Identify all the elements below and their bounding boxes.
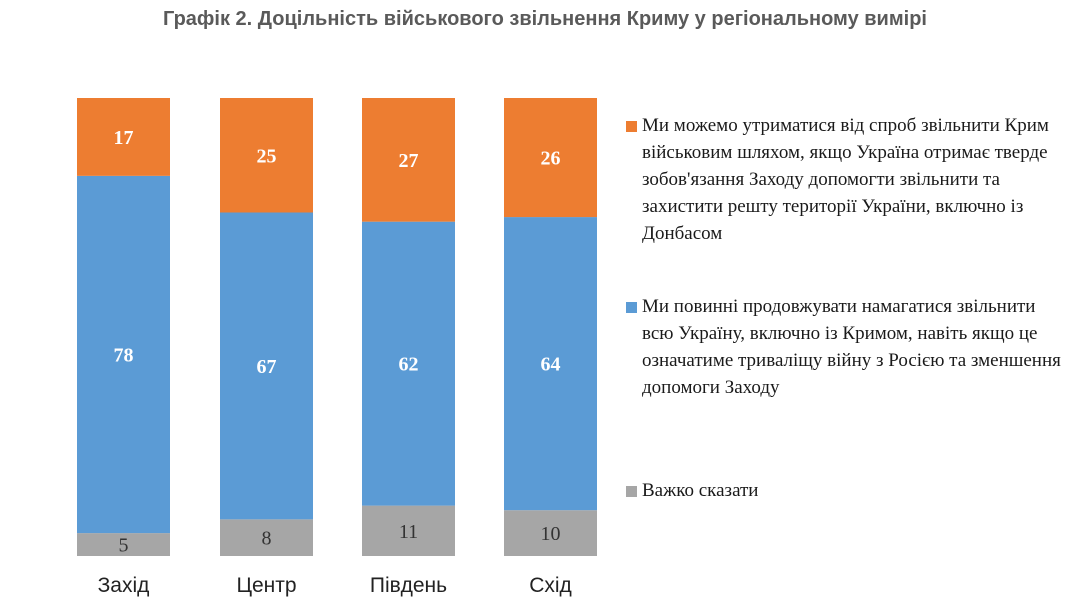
data-label-blue-2: 67 bbox=[257, 356, 277, 378]
category-label-1: Захід bbox=[98, 574, 150, 597]
bar-segment-blue-3 bbox=[362, 221, 455, 506]
data-label-gray-4: 10 bbox=[541, 523, 561, 545]
bar-segment-orange-2 bbox=[220, 98, 313, 213]
bar-segment-gray-1 bbox=[77, 533, 170, 556]
bar-segment-blue-4 bbox=[504, 217, 597, 511]
category-label-2: Центр bbox=[236, 574, 296, 597]
data-label-gray-3: 11 bbox=[399, 521, 418, 543]
data-label-orange-2: 25 bbox=[257, 145, 277, 167]
bar-segment-gray-4 bbox=[504, 510, 597, 556]
legend-item-gray: Важко сказати bbox=[626, 477, 1066, 504]
bar-segment-orange-1 bbox=[77, 98, 170, 176]
data-label-gray-2: 8 bbox=[262, 528, 272, 550]
legend-item-orange: Ми можемо утриматися від спроб звільнити… bbox=[626, 112, 1066, 247]
data-label-blue-4: 64 bbox=[541, 354, 561, 376]
data-label-gray-1: 5 bbox=[119, 535, 129, 557]
bar-segment-gray-2 bbox=[220, 519, 313, 556]
data-label-blue-3: 62 bbox=[399, 354, 419, 376]
data-label-orange-1: 17 bbox=[114, 127, 134, 149]
legend-label-gray: Важко сказати bbox=[642, 480, 759, 501]
bar-segment-orange-3 bbox=[362, 98, 455, 222]
bar-segment-blue-1 bbox=[77, 175, 170, 534]
category-label-4: Схід bbox=[529, 574, 572, 597]
bar-segment-orange-4 bbox=[504, 98, 597, 218]
bar-segment-blue-2 bbox=[220, 212, 313, 520]
legend-label-blue: Ми повинні продовжувати намагатися звіль… bbox=[642, 296, 1061, 398]
legend-item-blue: Ми повинні продовжувати намагатися звіль… bbox=[626, 293, 1066, 401]
legend-label-orange: Ми можемо утриматися від спроб звільнити… bbox=[642, 115, 1049, 244]
legend-swatch-gray bbox=[626, 486, 637, 497]
legend-swatch-blue bbox=[626, 302, 637, 313]
data-label-blue-1: 78 bbox=[114, 344, 134, 366]
legend-swatch-orange bbox=[626, 121, 637, 132]
bar-segment-gray-3 bbox=[362, 505, 455, 556]
category-label-3: Південь bbox=[370, 574, 447, 597]
data-label-orange-4: 26 bbox=[541, 148, 561, 170]
data-label-orange-3: 27 bbox=[399, 150, 419, 172]
chart-title: Графік 2. Доцільність військового звільн… bbox=[163, 8, 927, 30]
